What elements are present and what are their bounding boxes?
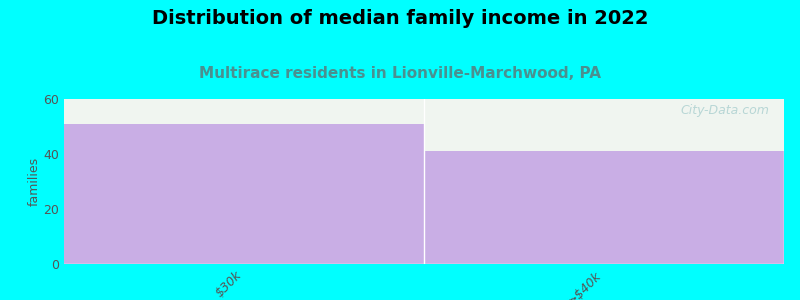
Y-axis label: families: families [27,157,41,206]
Bar [64,124,424,264]
Text: City-Data.com: City-Data.com [681,104,770,117]
Text: Distribution of median family income in 2022: Distribution of median family income in … [152,9,648,28]
Bar [424,151,784,264]
Text: Multirace residents in Lionville-Marchwood, PA: Multirace residents in Lionville-Marchwo… [199,66,601,81]
